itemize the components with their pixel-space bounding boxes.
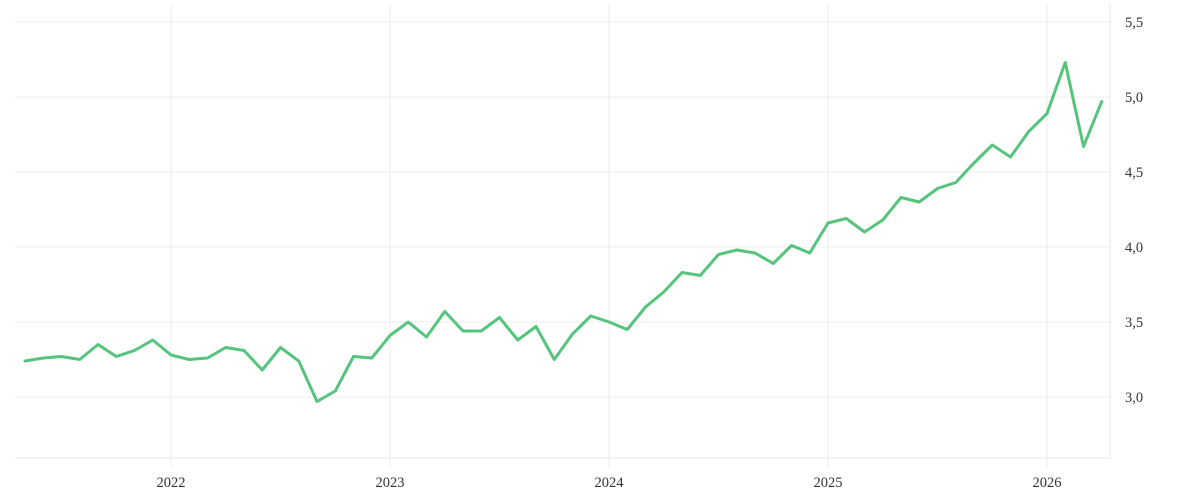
x-tick-label: 2024 [595, 475, 625, 491]
y-tick-label: 5,0 [1125, 90, 1143, 106]
y-tick-label: 3,5 [1125, 315, 1143, 331]
x-tick-label: 2026 [1033, 475, 1062, 491]
x-tick-label: 2022 [157, 475, 186, 491]
x-tick-label: 2023 [376, 475, 405, 491]
y-tick-label: 4,5 [1125, 165, 1143, 181]
y-tick-label: 5,5 [1125, 15, 1143, 31]
y-tick-label: 4,0 [1125, 240, 1143, 256]
x-tick-label: 2025 [814, 475, 843, 491]
y-tick-label: 3,0 [1125, 390, 1143, 406]
price-series-line [23, 61, 1104, 403]
